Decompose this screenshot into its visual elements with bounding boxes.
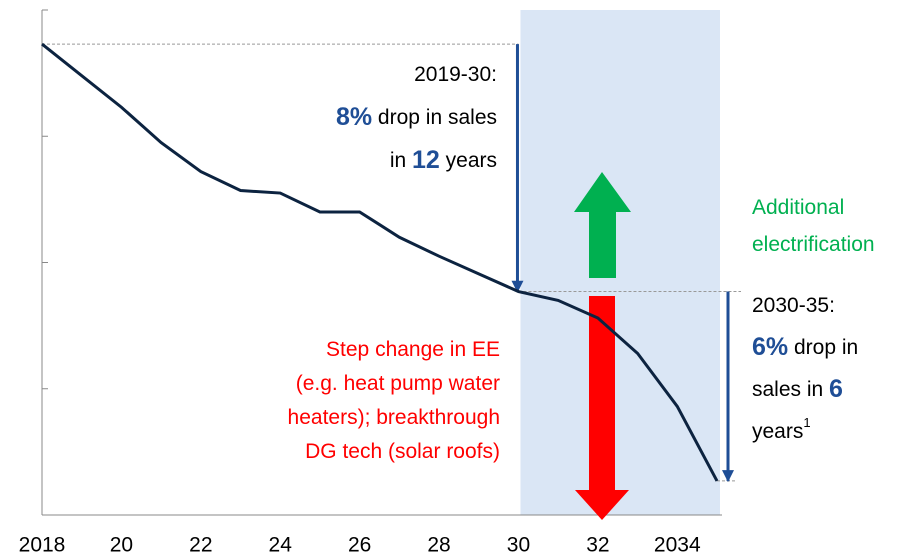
up-arrow [574, 172, 631, 278]
x-tick-label: 26 [348, 534, 371, 557]
down-arrow [575, 296, 629, 520]
line [41, 42, 719, 482]
plot: 2018 20 22 24 26 28 30 32 2034 2019-30: 8% drop in… [19, 9, 875, 557]
annotation: 2030-35: [752, 294, 835, 317]
annotation-text: DG tech (solar roofs) [305, 440, 500, 463]
annotation: DG tech (solar roofs) [305, 440, 500, 463]
annotation: 8% drop in sales [336, 103, 497, 131]
x-tick-label: 22 [189, 534, 212, 557]
annotation: Step change in EE [326, 338, 500, 361]
annotation: in 12 years [390, 146, 497, 174]
annotation-text: 2030-35: [752, 294, 835, 317]
annotation: 2019-30: [414, 63, 497, 86]
annotation-text: drop in sales [372, 106, 497, 129]
shaded-region [520, 10, 720, 515]
annotation: years1 [752, 415, 811, 442]
annotation-text: drop in [788, 336, 858, 359]
x-tick-label: 32 [586, 534, 609, 557]
annotation: heaters); breakthrough [288, 406, 500, 429]
shade-layer [520, 10, 720, 515]
annotation-text: sales in [752, 378, 829, 401]
x-tick-label: 20 [110, 534, 133, 557]
annotation-text: heaters); breakthrough [288, 406, 500, 429]
annotation-text: 1 [803, 415, 810, 430]
annotation-text: years [752, 420, 803, 443]
annotation: (e.g. heat pump water [296, 372, 500, 395]
annotation-text: Step change in EE [326, 338, 500, 361]
annotation: sales in 6 [752, 375, 843, 403]
annotation-text: in [390, 149, 412, 172]
annotation-text: electrification [752, 233, 875, 256]
annotation: Additional [752, 196, 844, 219]
annotation: 6% drop in [752, 333, 858, 361]
x-tick-label: 2034 [654, 534, 701, 557]
annotation-text: (e.g. heat pump water [296, 372, 500, 395]
annotation-text: 2019-30: [414, 63, 497, 86]
x-tick-label: 28 [427, 534, 450, 557]
annotation-text: 6 [829, 375, 843, 403]
annotation-text: Additional [752, 196, 844, 219]
x-tick-label: 2018 [19, 534, 66, 557]
annotation-text: 6% [752, 333, 788, 361]
x-tick-label: 24 [269, 534, 293, 557]
x-tick-label: 30 [507, 534, 530, 557]
annotation-text: years [440, 149, 497, 172]
annotation: electrification [752, 233, 875, 256]
annotation-text: 12 [412, 146, 440, 174]
annotation-text: 8% [336, 103, 372, 131]
